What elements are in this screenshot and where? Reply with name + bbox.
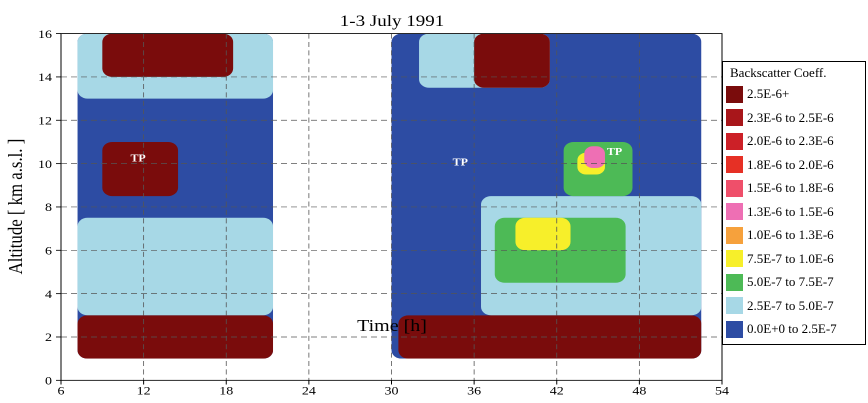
legend-item: 5.0E-7 to 7.5E-7 [726,272,834,292]
legend-label: 2.0E-6 to 2.3E-6 [747,133,834,148]
tropopause-label: TP [607,147,623,158]
legend-label: 2.5E-6+ [747,86,790,101]
chart-title: 1-3 July 1991 [340,11,444,29]
y-axis-ticks: 0 2 4 6 8 10 12 14 16 [38,27,61,387]
legend-item: 1.5E-6 to 1.8E-6 [726,178,834,198]
legend-item: 7.5E-7 to 1.0E-6 [726,249,834,269]
legend-swatch [726,297,743,314]
legend-swatch [726,156,743,173]
x-tick-label: 24 [302,384,317,398]
y-tick-label: 6 [45,244,53,258]
legend-item: 2.5E-7 to 5.0E-7 [726,296,834,316]
x-tick-label: 42 [550,384,564,398]
legend-swatch [726,226,743,244]
x-axis-label: Time [h] [357,316,427,334]
y-tick-label: 12 [38,114,52,128]
legend: Backscatter Coeff. 2.5E-6+ 2.3E-6 to 2.5E… [722,61,866,345]
y-tick-label: 0 [45,374,52,388]
legend-label: 2.5E-7 to 5.0E-7 [747,297,834,313]
x-tick-label: 6 [58,384,66,398]
legend-item: 1.8E-6 to 2.0E-6 [726,155,834,175]
backscatter-cell [102,141,179,197]
legend-item: 2.0E-6 to 2.3E-6 [726,131,834,151]
y-axis-label: Altitude [ km a.s.l. ] [5,139,27,275]
x-tick-label: 30 [385,384,399,398]
x-tick-label: 48 [632,384,646,398]
legend-item: 2.5E-6+ [726,84,789,104]
legend-item: 1.0E-6 to 1.3E-6 [726,225,834,245]
y-tick-label: 10 [38,157,52,171]
x-tick-label: 54 [715,384,730,398]
legend-swatch [726,320,743,338]
legend-item: 1.3E-6 to 1.5E-6 [726,202,834,222]
x-tick-label: 18 [219,384,233,398]
backscatter-field [77,33,702,359]
backscatter-cell [77,217,274,316]
plot-area: TP TP TP TP [60,33,723,381]
legend-label: 7.5E-7 to 1.0E-6 [747,250,834,266]
y-tick-label: 14 [38,70,53,84]
legend-label: 1.8E-6 to 2.0E-6 [747,156,834,172]
y-tick-label: 2 [45,330,52,344]
legend-swatch [726,132,743,150]
legend-label: 0.0E+0 to 2.5E-7 [747,321,837,336]
legend-swatch [726,250,743,267]
legend-swatch [726,85,743,103]
backscatter-cell [474,33,550,88]
legend-item: 0.0E+0 to 2.5E-7 [726,319,837,339]
backscatter-cell [515,217,571,251]
tropopause-label: TP [453,157,469,168]
legend-title: Backscatter Coeff. [730,65,827,80]
legend-label: 5.0E-7 to 7.5E-7 [747,274,834,289]
legend-label: 1.5E-6 to 1.8E-6 [747,180,834,195]
legend-label: 1.0E-6 to 1.3E-6 [747,227,834,242]
x-tick-label: 12 [137,384,151,398]
y-tick-label: 8 [45,200,52,214]
x-axis-ticks: 6 12 18 24 30 36 42 48 54 [58,380,730,397]
backscatter-cell [584,146,605,168]
legend-label: 2.3E-6 to 2.5E-6 [747,109,834,125]
legend-swatch [726,203,743,220]
y-tick-label: 16 [38,27,53,41]
x-tick-label: 36 [467,384,482,398]
tropopause-label: TP [130,153,146,164]
y-tick-label: 4 [45,287,53,301]
legend-swatch [726,179,743,197]
legend-swatch [726,109,743,126]
tropopause-label: TP [285,140,301,151]
legend-item: 2.3E-6 to 2.5E-6 [726,108,834,128]
legend-swatch [726,273,743,291]
backscatter-cell [102,33,234,77]
legend-label: 1.3E-6 to 1.5E-6 [747,203,834,219]
